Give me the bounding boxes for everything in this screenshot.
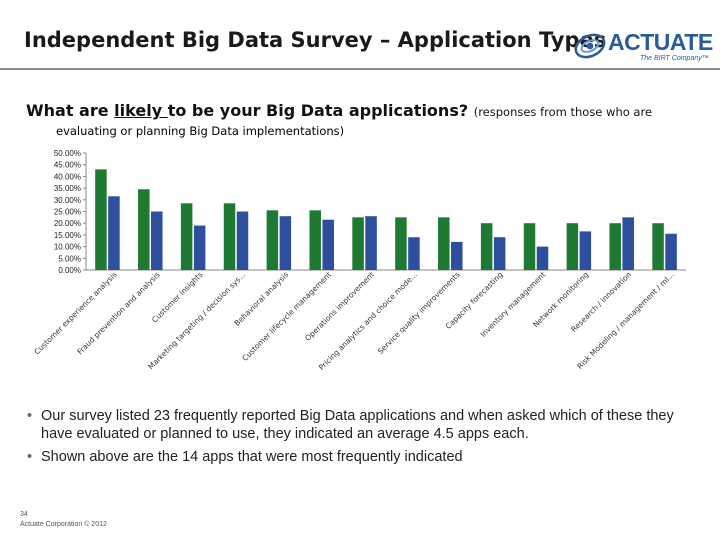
bar-series-1 <box>523 223 536 270</box>
question-note-line1: (responses from those who are <box>473 105 653 119</box>
chart-question: What are likely to be your Big Data appl… <box>26 100 716 142</box>
bar-series-2 <box>622 217 634 270</box>
bullet-item: Our survey listed 23 frequently reported… <box>26 407 706 443</box>
y-tick-label: 10.00% <box>54 243 81 252</box>
bar-series-2 <box>322 219 334 270</box>
y-tick-label: 40.00% <box>54 172 81 181</box>
y-tick-label: 50.00% <box>54 149 81 158</box>
actuate-logo: ACTUATE The BIRT Company™ <box>572 24 713 66</box>
bar-series-2 <box>151 211 163 270</box>
bar-series-1 <box>309 210 321 270</box>
bar-series-2 <box>665 233 677 270</box>
y-tick-label: 45.00% <box>54 161 81 170</box>
logo-tagline: The BIRT Company™ <box>640 55 709 62</box>
y-tick-label: 5.00% <box>58 254 81 263</box>
bar-series-1 <box>266 210 279 270</box>
bar-series-2 <box>279 216 292 270</box>
y-tick-label: 15.00% <box>54 231 81 240</box>
question-prefix: What are <box>26 101 115 120</box>
bar-series-2 <box>108 196 120 270</box>
bar-series-2 <box>536 246 549 270</box>
bar-series-1 <box>138 189 150 270</box>
bullet-list: Our survey listed 23 frequently reported… <box>26 407 706 471</box>
page-number: 34 <box>20 511 28 518</box>
bar-series-1 <box>395 217 407 270</box>
category-label: Customer lifecycle management <box>240 270 333 363</box>
bar-series-2 <box>408 237 420 270</box>
header-divider <box>0 68 720 70</box>
y-tick-label: 25.00% <box>54 208 81 217</box>
category-label: Fraud prevention and analysis <box>75 270 161 356</box>
bar-series-1 <box>438 217 450 270</box>
bar-series-2 <box>193 225 206 270</box>
y-tick-label: 30.00% <box>54 196 81 205</box>
category-label: Service quality improvements <box>376 270 462 356</box>
chart-bars <box>95 169 677 270</box>
slide-footer: 34 Actuate Corporation © 2012 <box>20 510 107 530</box>
bar-series-1 <box>566 223 579 270</box>
bar-series-2 <box>579 231 592 270</box>
category-label: Customer experience analysis <box>32 270 118 356</box>
bar-series-1 <box>652 223 664 270</box>
bar-series-2 <box>236 211 249 270</box>
bar-series-2 <box>365 216 377 270</box>
category-label: Operations improvement <box>303 270 376 343</box>
bar-series-2 <box>451 241 463 270</box>
logo-swoosh-icon <box>574 33 606 59</box>
logo-wordmark: ACTUATE <box>608 29 713 55</box>
question-rest: to be your Big Data applications? <box>167 101 469 120</box>
bar-series-1 <box>180 203 193 270</box>
chart-tick-labels: 0.00% 5.00% 10.00% 15.00% 20.00% 25.00% 30.00%… <box>54 149 81 275</box>
bar-series-1 <box>223 203 236 270</box>
slide-title: Independent Big Data Survey – Applicatio… <box>24 28 607 52</box>
bar-series-1 <box>480 223 493 270</box>
bar-series-1 <box>95 169 107 270</box>
bar-series-1 <box>609 223 621 270</box>
copyright: Actuate Corporation © 2012 <box>20 521 107 528</box>
y-tick-label: 0.00% <box>58 266 81 275</box>
question-line: What are likely to be your Big Data appl… <box>26 100 716 123</box>
application-types-chart: 0.00% 5.00% 10.00% 15.00% 20.00% 25.00% 30.00%… <box>32 149 686 372</box>
bullet-item: Shown above are the 14 apps that were mo… <box>26 448 706 466</box>
y-tick-label: 20.00% <box>54 219 81 228</box>
category-label: Risk Modeling / management / ml... <box>575 270 676 371</box>
question-note-line2: evaluating or planning Big Data implemen… <box>56 124 345 138</box>
chart-axes <box>83 152 686 271</box>
y-tick-label: 35.00% <box>54 184 81 193</box>
bar-series-2 <box>493 237 506 270</box>
bar-series-1 <box>352 217 364 270</box>
question-emphasis: likely <box>114 101 168 120</box>
